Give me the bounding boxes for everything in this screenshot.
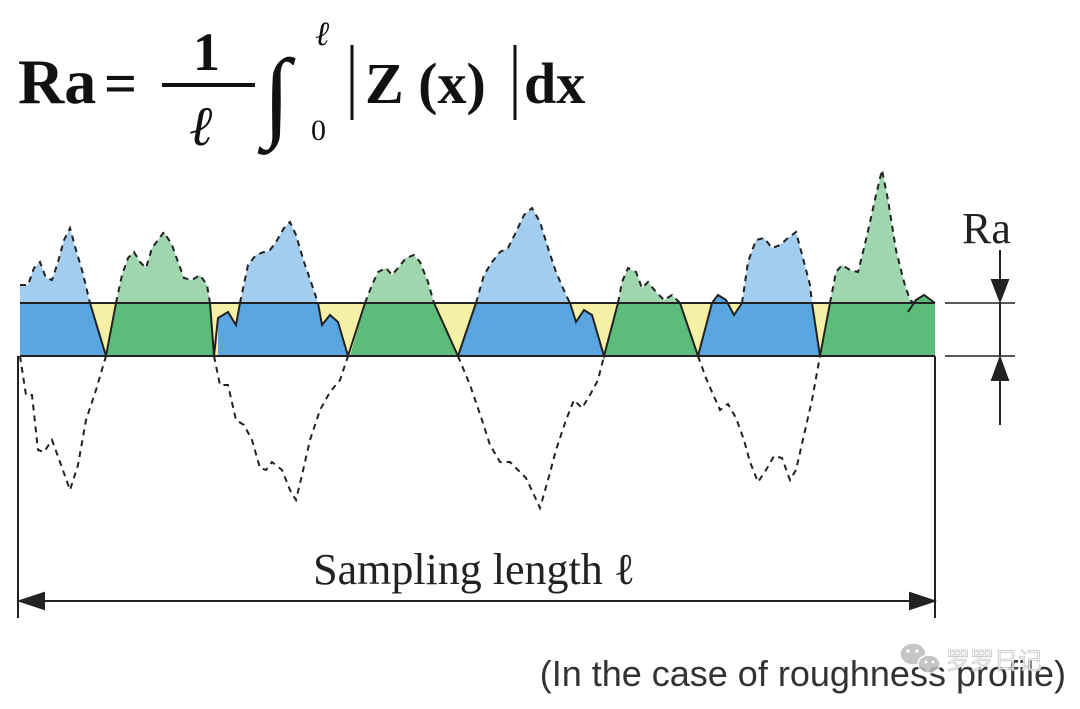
profile-peak-4 — [365, 255, 434, 303]
profile-trough-fill-8 — [820, 295, 935, 356]
profile-outline-2 — [209, 302, 241, 357]
profile-segment-1 — [20, 228, 106, 356]
profile-trough-fill-7 — [698, 295, 820, 356]
profile-segment-6 — [604, 268, 698, 356]
profile-dashed-upper — [20, 169, 915, 304]
profile-trough-fill-3 — [218, 303, 348, 356]
ra-formula: Ra = 1 ℓ ∫ ℓ 0 Z (x) dx — [18, 16, 585, 158]
profile-trough-fill-1 — [20, 303, 106, 356]
formula-differential: dx — [524, 51, 585, 116]
profile-dashed-lower — [19, 355, 821, 511]
formula-lower-limit: 0 — [311, 114, 326, 147]
profile-segment-5 — [458, 208, 604, 356]
profile-peak-5 — [476, 208, 570, 303]
formula-integrand: Z (x) — [365, 51, 486, 116]
watermark-text: 罗罗日记 — [946, 648, 1042, 675]
ra-label: Ra — [962, 204, 1011, 253]
profile-outline-8 — [907, 293, 936, 313]
formula-equals: = — [104, 51, 137, 116]
formula-integral-sign: ∫ — [257, 39, 296, 155]
profile-outline-3 — [317, 302, 366, 360]
sampling-arrow-left-head — [16, 591, 45, 611]
profile-trough-fill-2 — [106, 303, 214, 356]
ra-arrow-bottom-head — [990, 355, 1010, 381]
profile-peak-7 — [742, 232, 812, 303]
caption: (In the case of roughness profile) — [540, 653, 1066, 694]
profile-trough-fill-4 — [350, 303, 458, 356]
sampling-length-dimension — [16, 356, 938, 618]
profile-peak-2 — [116, 232, 210, 303]
profile-segment-7 — [698, 232, 820, 356]
wechat-icon — [899, 642, 941, 674]
profile-trough-fill-5 — [458, 303, 604, 356]
profile-outline-5 — [569, 302, 619, 360]
profile-trough-fill-6 — [604, 303, 698, 356]
formula-upper-limit: ℓ — [315, 16, 329, 53]
ra-arrow-top-head — [990, 279, 1010, 304]
formula-numerator: 1 — [193, 22, 220, 82]
sampling-length-label: Sampling length ℓ — [313, 545, 635, 594]
profile-peak-6 — [618, 268, 680, 303]
ra-dimension — [990, 250, 1010, 425]
profile-segment-3 — [218, 222, 348, 356]
profile-peak-3 — [240, 222, 318, 303]
watermark: 罗罗日记 — [899, 642, 1042, 675]
profile-segment-2 — [106, 232, 214, 356]
profile-peak-8 — [830, 170, 914, 303]
profile-peak-1 — [20, 228, 90, 303]
profile-segment-4 — [350, 255, 458, 356]
formula-denominator: ℓ — [190, 96, 214, 158]
sampling-arrow-right-head — [909, 591, 938, 611]
formula-lhs: Ra — [18, 46, 96, 117]
profile-segment-8 — [820, 170, 935, 356]
